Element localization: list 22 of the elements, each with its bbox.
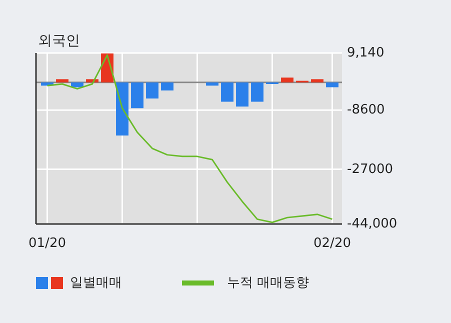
x-tick-label: 01/20 — [28, 236, 66, 251]
bar — [221, 82, 234, 102]
y-tick-label: -8600 — [347, 102, 385, 118]
bar — [71, 82, 84, 88]
y-tick-label: -27000 — [347, 162, 394, 177]
bar — [206, 82, 218, 86]
legend-label: 누적 매매동향 — [227, 276, 310, 291]
bar — [161, 82, 174, 90]
y-tick-label: 9,140 — [347, 46, 384, 61]
chart-title: 외국인 — [38, 33, 80, 49]
y-tick-label: -44,000 — [347, 216, 398, 232]
bar — [131, 82, 144, 108]
bar — [311, 79, 324, 82]
bar — [326, 82, 338, 88]
legend-label: 일별매매 — [70, 276, 122, 291]
bar — [281, 78, 294, 82]
bar — [251, 82, 264, 102]
bar — [116, 82, 128, 136]
x-tick-label: 02/20 — [314, 236, 351, 251]
bar — [236, 82, 248, 107]
bar — [56, 79, 68, 82]
bar — [146, 82, 158, 98]
